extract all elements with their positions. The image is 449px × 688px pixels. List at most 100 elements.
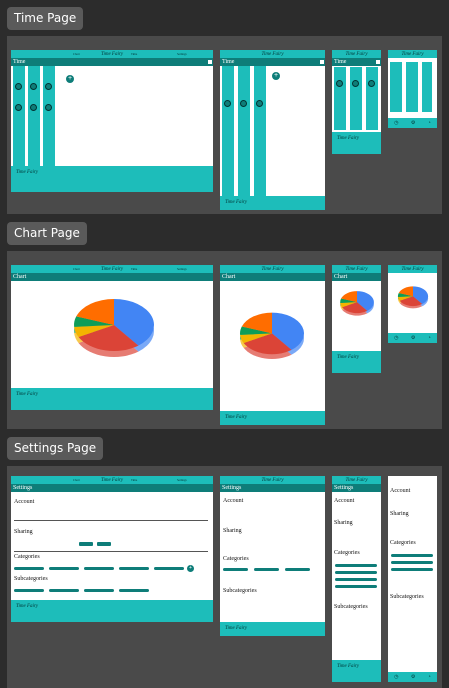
- timer-dot[interactable]: [30, 104, 37, 111]
- category-pill[interactable]: [119, 567, 149, 570]
- timer-dot[interactable]: [224, 100, 231, 107]
- nav-chart[interactable]: Chart: [73, 478, 80, 482]
- timer-dot[interactable]: [240, 100, 247, 107]
- category-pill[interactable]: [391, 568, 433, 571]
- timer-dot[interactable]: [30, 83, 37, 90]
- timer-column: [406, 62, 418, 112]
- nav-chart[interactable]: Chart: [73, 267, 80, 271]
- timer-dot[interactable]: [45, 104, 52, 111]
- section-label-settings: Settings Page: [7, 437, 104, 460]
- pie-chart-phone2: [397, 286, 429, 309]
- category-pill[interactable]: [335, 578, 377, 581]
- category-pill[interactable]: [84, 567, 114, 570]
- timer-dot[interactable]: [352, 80, 359, 87]
- settings-phone2-frame: Account Sharing Categories Subcategories…: [388, 476, 437, 682]
- bar-title: Time: [222, 59, 235, 65]
- app-title: Time Fairy: [401, 266, 424, 272]
- category-pill[interactable]: [223, 568, 248, 571]
- app-title: Time Fairy: [261, 51, 284, 57]
- footer-title: Time Fairy: [337, 664, 360, 669]
- app-title: Time Fairy: [345, 266, 368, 272]
- nav-settings[interactable]: Settings: [177, 478, 187, 482]
- category-pill[interactable]: [335, 585, 377, 588]
- footer-title: Time Fairy: [337, 355, 360, 360]
- subcategory-pill[interactable]: [14, 589, 44, 592]
- gear-icon[interactable]: ⚙: [410, 120, 416, 126]
- app-title: Time Fairy: [100, 51, 124, 57]
- category-pill[interactable]: [49, 567, 79, 570]
- pie-slice-gaming: [357, 291, 374, 311]
- nav-time[interactable]: Time: [131, 52, 138, 56]
- subcategory-pill[interactable]: [119, 589, 149, 592]
- pie-chart-desktop: [74, 299, 154, 357]
- time-tablet-frame: Time Fairy Time + Time Fairy: [220, 50, 325, 210]
- time-phone-frame: Time Fairy Time Time Fairy: [332, 50, 381, 154]
- timer-column: [238, 66, 250, 196]
- add-icon[interactable]: +: [272, 72, 280, 80]
- bottom-nav: ◷ ⚙ ◔: [388, 672, 437, 682]
- timer-dot[interactable]: [45, 83, 52, 90]
- nav-time[interactable]: Time: [131, 478, 138, 482]
- bar-title: Settings: [334, 485, 354, 491]
- pie-slice-recreation: [243, 333, 292, 355]
- gear-icon[interactable]: ⚙: [410, 674, 416, 680]
- bar-title: Settings: [13, 485, 33, 491]
- timer-column: [43, 66, 55, 166]
- timer-column: [13, 66, 25, 166]
- clock-icon[interactable]: ◷: [394, 674, 399, 680]
- app-title: Time Fairy: [401, 51, 424, 57]
- pie-slice-videos: [76, 299, 114, 325]
- timer-dot[interactable]: [15, 83, 22, 90]
- sharing-heading: Sharing: [334, 520, 353, 526]
- chart-icon[interactable]: ◔: [427, 674, 431, 680]
- category-pill[interactable]: [14, 567, 44, 570]
- calendar-icon[interactable]: [208, 60, 212, 64]
- timer-column: [390, 62, 402, 112]
- category-pill[interactable]: [285, 568, 310, 571]
- settings-tablet-frame: Time Fairy Settings Account Sharing Cate…: [220, 476, 325, 636]
- footer-title: Time Fairy: [16, 604, 39, 609]
- add-category-icon[interactable]: +: [187, 565, 194, 572]
- share-button[interactable]: [97, 542, 111, 546]
- chart-icon[interactable]: ◔: [427, 335, 431, 341]
- pie-chart-phone: [340, 291, 374, 316]
- gear-icon[interactable]: ⚙: [410, 335, 416, 341]
- clock-icon[interactable]: ◷: [394, 120, 399, 126]
- timer-dot[interactable]: [256, 100, 263, 107]
- sharing-heading: Sharing: [223, 528, 242, 534]
- timer-dot[interactable]: [15, 104, 22, 111]
- calendar-icon[interactable]: [376, 60, 380, 64]
- divider: [14, 520, 208, 521]
- share-button[interactable]: [79, 542, 93, 546]
- bottom-nav: ◷ ⚙ ◔: [388, 333, 437, 343]
- category-pill[interactable]: [391, 561, 433, 564]
- category-pill[interactable]: [154, 567, 184, 570]
- add-icon[interactable]: +: [66, 75, 74, 83]
- clock-icon[interactable]: ◷: [394, 335, 399, 341]
- bar-title: Chart: [13, 274, 27, 280]
- timer-dot[interactable]: [368, 80, 375, 87]
- subcategory-pill[interactable]: [49, 589, 79, 592]
- calendar-icon[interactable]: [320, 60, 324, 64]
- app-title: Time Fairy: [261, 266, 284, 272]
- bar-title: Chart: [334, 274, 348, 280]
- category-pill[interactable]: [391, 554, 433, 557]
- category-pill[interactable]: [335, 571, 377, 574]
- nav-time[interactable]: Time: [131, 267, 138, 271]
- pie-slice-recreation: [78, 325, 139, 351]
- subcategory-pill[interactable]: [84, 589, 114, 592]
- nav-chart[interactable]: Chart: [73, 52, 80, 56]
- pie-slice-self-care: [74, 325, 114, 338]
- chart-panel: Time Fairy Chart Time Settings Chart Tim…: [7, 251, 442, 429]
- category-pill[interactable]: [254, 568, 279, 571]
- pie-slice-videos: [398, 286, 413, 297]
- chart-icon[interactable]: ◔: [427, 120, 431, 126]
- timer-dot[interactable]: [336, 80, 343, 87]
- nav-settings[interactable]: Settings: [177, 52, 187, 56]
- app-title: Time Fairy: [345, 477, 368, 483]
- account-heading: Account: [223, 498, 244, 504]
- account-heading: Account: [390, 488, 411, 494]
- app-title: Time Fairy: [100, 477, 124, 483]
- category-pill[interactable]: [335, 564, 377, 567]
- nav-settings[interactable]: Settings: [177, 267, 187, 271]
